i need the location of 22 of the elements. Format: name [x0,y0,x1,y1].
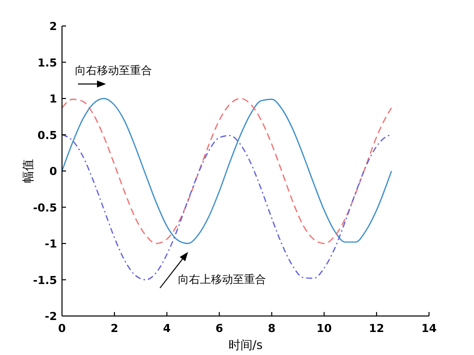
y-tick-label: 1.5 [38,56,57,70]
y-tick-label: -1 [44,238,57,250]
y-axis-title: 幅值 [21,159,35,183]
x-tick-label: 0 [58,322,66,335]
y-tick-label: 0 [49,165,58,178]
x-tick-label: 6 [215,322,224,335]
x-tick-label: 4 [163,322,172,335]
y-tick-label: -2 [44,310,57,323]
x-tick-label: 10 [316,322,332,335]
y-tick-label: 0.5 [38,128,57,142]
y-tick-label: 2 [49,20,57,33]
x-axis-title: 时间/s [228,338,263,352]
x-tick-label: 14 [421,322,437,335]
y-tick-label: -1.5 [32,274,57,287]
x-tick-label: 8 [268,322,276,335]
y-tick-label: 1 [49,92,57,106]
y-tick-label: -0.5 [32,201,57,214]
annotation: 向右移动至重合 [75,64,152,77]
x-tick-label: 2 [110,322,118,335]
x-tick-label: 12 [368,322,384,335]
line-series [61,98,392,244]
annotation: 向右上移动至重合 [178,273,266,286]
